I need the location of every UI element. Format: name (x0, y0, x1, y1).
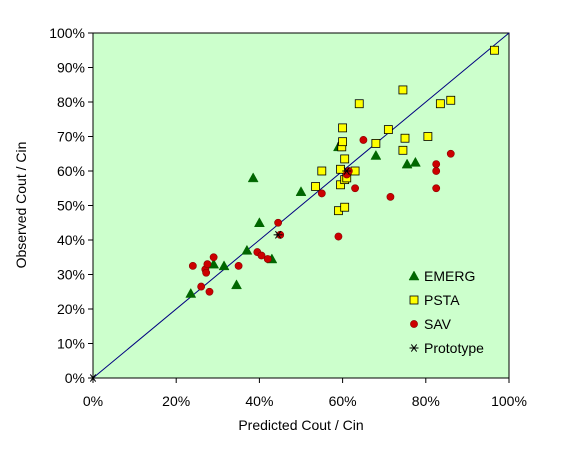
reference-line-layer (92, 32, 510, 379)
emerg-point (295, 186, 307, 196)
y-tick-label: 60% (57, 163, 85, 179)
y-tick-label: 20% (57, 301, 85, 317)
sav-point (334, 232, 343, 241)
emerg-point (370, 149, 382, 160)
y-tick-label: 50% (57, 198, 85, 214)
sav-point (263, 255, 272, 263)
sav-point (432, 167, 441, 175)
legend-emerg-marker (408, 270, 420, 281)
sav-point (446, 149, 455, 158)
legend-psta-marker (409, 295, 419, 305)
psta-point (398, 85, 408, 95)
psta-point (400, 133, 410, 143)
emerg-point (185, 287, 197, 298)
legend-psta-label: PSTA (424, 292, 460, 308)
x-tick-label: 100% (491, 393, 527, 409)
points-layer (88, 45, 499, 382)
prototype-point (342, 167, 352, 175)
psta-point (383, 125, 393, 134)
psta-point (311, 182, 320, 191)
sav-point (432, 160, 441, 168)
x-tick-label: 20% (162, 393, 190, 409)
legend-prototype-label: Prototype (424, 340, 484, 356)
x-tick-label: 60% (329, 393, 357, 409)
prototype-point (88, 374, 98, 382)
y-tick-label: 40% (57, 232, 85, 248)
sav-point (234, 261, 243, 270)
emerg-point (231, 279, 242, 290)
psta-point (317, 166, 327, 176)
y-tick-label: 90% (57, 60, 85, 76)
legend: EMERG PSTA SAV Prototype (408, 268, 484, 356)
legend-prototype-marker (409, 344, 419, 352)
sav-point (317, 189, 326, 198)
y-tick-label: 10% (57, 336, 85, 352)
emerg-point (247, 172, 259, 183)
axis-layer: 0% 20% 40% 60% 80% 100% 0% 10% 20% 30% 40% 50% 60% 70… (49, 25, 527, 409)
psta-point (340, 154, 350, 164)
emerg-point (218, 260, 230, 271)
psta-point (338, 123, 348, 133)
emerg-point (409, 156, 421, 167)
y-tick-label: 100% (49, 25, 85, 41)
psta-point (340, 202, 350, 212)
y-tick-label: 80% (57, 94, 85, 110)
sav-point (432, 184, 441, 193)
emerg-point (241, 244, 253, 255)
sav-point (359, 136, 368, 144)
sav-point (205, 287, 214, 296)
sav-point (202, 268, 211, 277)
psta-point (338, 137, 348, 147)
legend-emerg-label: EMERG (424, 268, 475, 284)
emerg-point (401, 158, 413, 169)
sav-point (274, 218, 283, 227)
sav-point (257, 251, 266, 260)
reference-line (92, 32, 510, 379)
sav-point (197, 282, 206, 291)
y-tick-label: 0% (65, 370, 85, 386)
sav-point (351, 184, 359, 193)
legend-sav-marker (410, 320, 418, 328)
y-axis-title: Observed Cout / Cin (13, 142, 29, 269)
x-tick-label: 40% (245, 393, 273, 409)
psta-point (336, 164, 345, 174)
sav-point (203, 260, 212, 269)
x-tick-label: 0% (83, 393, 103, 409)
psta-point (398, 145, 408, 155)
psta-point (446, 95, 456, 105)
x-tick-label: 80% (412, 393, 440, 409)
psta-point (490, 45, 499, 55)
legend-sav-label: SAV (424, 316, 452, 332)
emerg-point (253, 217, 265, 227)
prototype-point (273, 230, 283, 239)
psta-point (423, 132, 433, 141)
y-tick-label: 30% (57, 267, 85, 283)
y-tick-label: 70% (57, 129, 85, 145)
sav-point (188, 261, 197, 270)
sav-point (209, 253, 218, 262)
psta-point (354, 99, 364, 109)
x-axis-title: Predicted Cout / Cin (238, 417, 363, 433)
psta-point (435, 99, 445, 109)
sav-point (386, 192, 395, 201)
psta-point (371, 138, 381, 148)
